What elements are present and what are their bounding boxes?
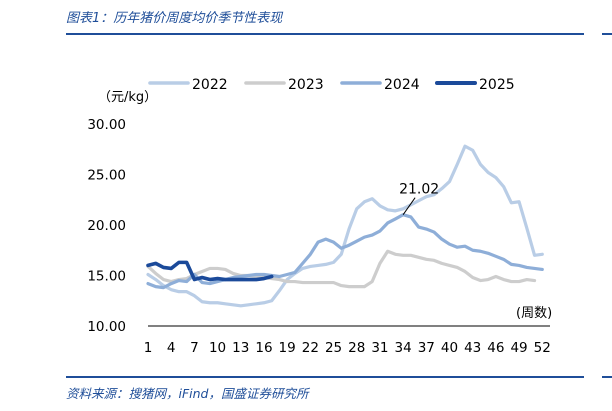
x-tick-label-6: 19 [279, 340, 296, 356]
y-tick-label-0: 10.00 [87, 319, 126, 335]
x-tick-label-3: 10 [209, 340, 226, 356]
legend-label-2025: 2025 [479, 77, 515, 93]
y-tick-label-3: 25.00 [87, 168, 126, 184]
series-line-2023 [146, 249, 537, 289]
series-line-2024 [146, 213, 544, 290]
series-line-2022 [146, 144, 544, 308]
top-divider [66, 33, 584, 35]
annotation-label: 21.02 [399, 182, 439, 198]
legend-label-2024: 2024 [384, 77, 420, 93]
series-group [146, 144, 544, 308]
x-tick-label-8: 25 [325, 340, 342, 356]
y-tick-label-4: 30.00 [87, 117, 126, 133]
x-axis-label: (周数) [516, 306, 552, 321]
x-tick-label-13: 40 [441, 340, 458, 356]
x-tick-label-1: 4 [167, 340, 176, 356]
annotation-group: 21.02 [399, 182, 439, 215]
bottom-divider [66, 376, 584, 378]
y-tick-label-2: 20.00 [87, 218, 126, 234]
x-tick-label-12: 37 [418, 340, 435, 356]
x-tick-labels: 1 4 7 10 13 16 19 22 25 28 31 34 37 40 43 46 49 52 [144, 340, 551, 356]
x-tick-label-7: 22 [302, 340, 319, 356]
series-line-2025 [146, 260, 274, 282]
legend-label-2023: 2023 [288, 77, 324, 93]
y-tick-label-1: 15.00 [87, 269, 126, 285]
x-tick-label-15: 46 [487, 340, 504, 356]
bottom-divider-right [602, 376, 612, 378]
figure-title: 图表1：历年猪价周度均价季节性表现 [66, 11, 283, 26]
legend: 2022 2023 2024 2025 [148, 77, 515, 93]
x-tick-label-10: 31 [371, 340, 388, 356]
x-tick-label-14: 43 [464, 340, 481, 356]
x-tick-label-2: 7 [190, 340, 199, 356]
top-divider-right [602, 33, 612, 35]
annotation-leader [402, 197, 416, 215]
source-note: 资料来源：搜猪网，iFind，国盛证券研究所 [66, 386, 309, 401]
y-tick-labels: 10.00 15.00 20.00 25.00 30.00 [87, 117, 126, 335]
x-tick-label-5: 16 [255, 340, 272, 356]
legend-label-2022: 2022 [192, 77, 228, 93]
x-tick-label-11: 34 [395, 340, 412, 356]
x-tick-label-17: 52 [534, 340, 551, 356]
x-tick-label-9: 28 [348, 340, 365, 356]
x-tick-label-0: 1 [144, 340, 153, 356]
x-tick-label-4: 13 [232, 340, 249, 356]
x-tick-label-16: 49 [510, 340, 527, 356]
y-axis-label: （元/kg） [98, 90, 157, 105]
